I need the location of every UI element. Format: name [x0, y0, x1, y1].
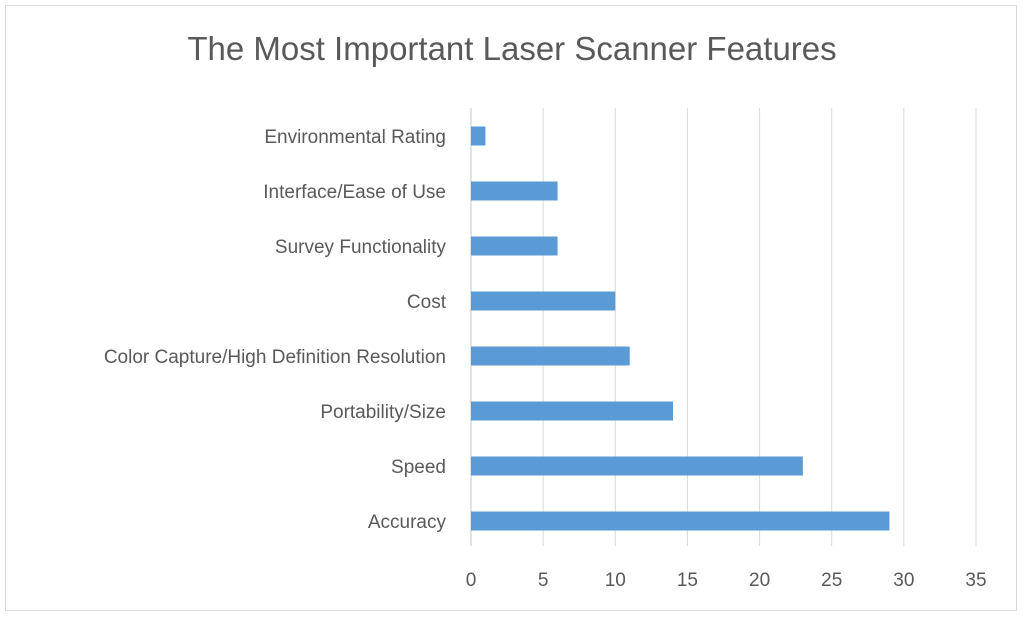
category-label: Survey Functionality	[275, 237, 447, 258]
x-tick-label: 30	[893, 570, 914, 591]
bar	[471, 236, 558, 256]
bar	[471, 346, 630, 366]
category-label: Interface/Ease of Use	[263, 182, 446, 203]
category-label: Cost	[407, 292, 447, 313]
category-label: Color Capture/High Definition Resolution	[104, 347, 446, 368]
x-tick-label: 15	[677, 570, 698, 591]
bar	[471, 181, 558, 201]
bar	[471, 456, 803, 476]
bar	[471, 511, 890, 531]
x-tick-label: 35	[965, 570, 986, 591]
x-tick-label: 25	[821, 570, 842, 591]
bar	[471, 401, 673, 421]
x-tick-label: 5	[538, 570, 549, 591]
category-label: Portability/Size	[320, 402, 446, 423]
x-tick-label: 0	[466, 570, 477, 591]
category-label: Speed	[391, 457, 446, 478]
chart-title: The Most Important Laser Scanner Feature…	[187, 30, 837, 67]
bar	[471, 126, 486, 146]
x-tick-label: 20	[749, 570, 770, 591]
category-label: Environmental Rating	[264, 127, 446, 148]
x-tick-label: 10	[605, 570, 626, 591]
bar	[471, 291, 616, 311]
category-label: Accuracy	[368, 512, 447, 533]
